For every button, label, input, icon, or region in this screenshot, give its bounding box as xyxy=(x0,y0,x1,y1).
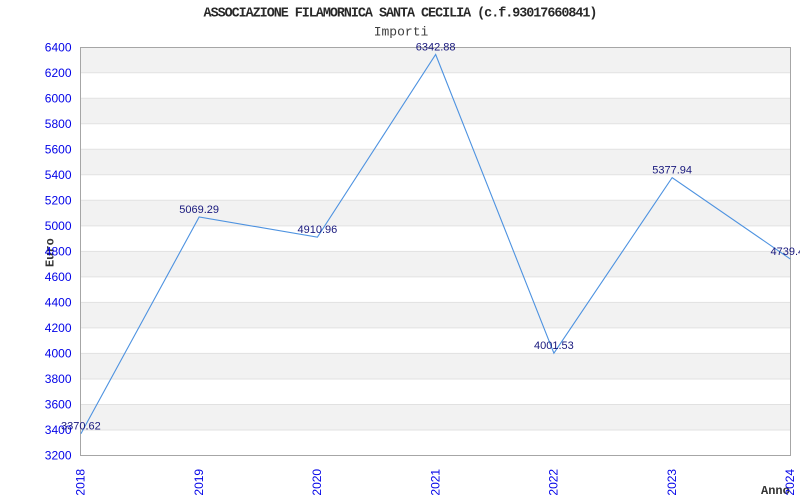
svg-text:6200: 6200 xyxy=(45,66,72,80)
svg-text:2022: 2022 xyxy=(547,469,561,496)
svg-text:3600: 3600 xyxy=(45,398,72,412)
svg-text:3200: 3200 xyxy=(45,449,72,463)
svg-text:4910.96: 4910.96 xyxy=(298,224,338,236)
svg-text:6000: 6000 xyxy=(45,91,72,105)
svg-text:2023: 2023 xyxy=(665,469,679,496)
svg-text:4000: 4000 xyxy=(45,347,72,361)
svg-text:4400: 4400 xyxy=(45,296,72,310)
svg-text:4800: 4800 xyxy=(45,245,72,259)
svg-text:2021: 2021 xyxy=(428,469,442,496)
svg-text:ASSOCIAZIONE FILAMORNICA SANTA: ASSOCIAZIONE FILAMORNICA SANTA CECILIA (… xyxy=(204,7,597,22)
svg-text:6342.88: 6342.88 xyxy=(416,41,456,53)
svg-text:6400: 6400 xyxy=(45,40,72,54)
svg-text:2019: 2019 xyxy=(192,469,206,496)
svg-text:3370.62: 3370.62 xyxy=(61,421,101,433)
svg-text:2024: 2024 xyxy=(783,469,797,496)
svg-text:5377.94: 5377.94 xyxy=(652,164,692,176)
svg-text:3800: 3800 xyxy=(45,372,72,386)
svg-text:Euro: Euro xyxy=(44,238,58,267)
svg-text:Anno: Anno xyxy=(761,484,790,498)
svg-text:5069.29: 5069.29 xyxy=(179,204,219,216)
svg-text:3400: 3400 xyxy=(45,423,72,437)
svg-text:4600: 4600 xyxy=(45,270,72,284)
svg-text:4200: 4200 xyxy=(45,321,72,335)
svg-text:5000: 5000 xyxy=(45,219,72,233)
svg-text:2020: 2020 xyxy=(310,469,324,496)
svg-text:Importi: Importi xyxy=(374,25,429,40)
svg-text:4001.53: 4001.53 xyxy=(534,340,574,352)
svg-text:5800: 5800 xyxy=(45,117,72,131)
svg-text:2018: 2018 xyxy=(74,469,88,496)
svg-text:5400: 5400 xyxy=(45,168,72,182)
svg-text:4739.43: 4739.43 xyxy=(771,246,800,258)
svg-text:5600: 5600 xyxy=(45,142,72,156)
svg-text:5200: 5200 xyxy=(45,194,72,208)
